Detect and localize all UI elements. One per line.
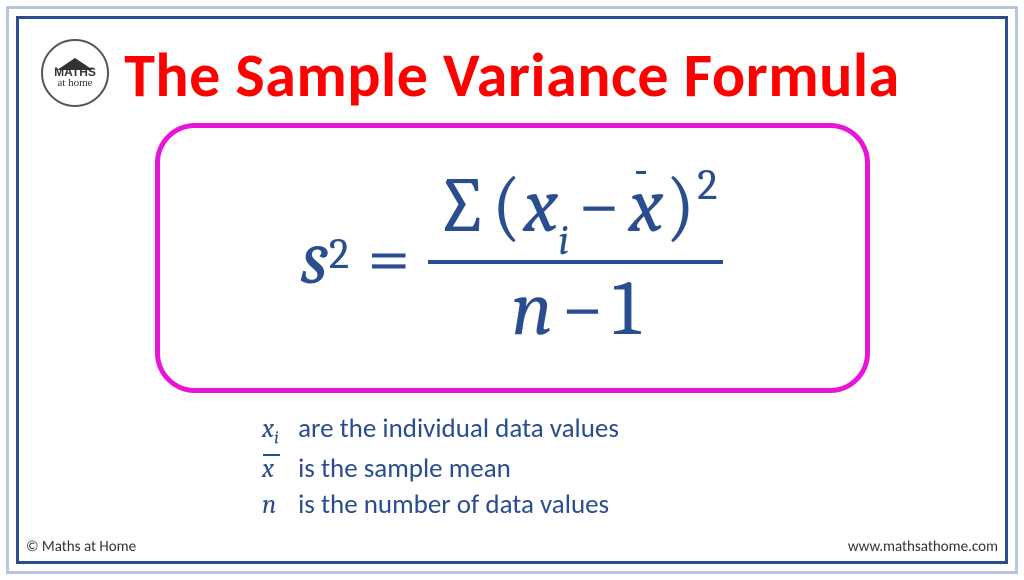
copyright-text: © Maths at Home xyxy=(26,538,136,556)
numerator: ∑(xi−x)2 xyxy=(428,161,723,264)
den-minus: − xyxy=(561,264,604,354)
legend-line-3: n is the number of data values xyxy=(262,487,762,523)
lhs-superscript: 2 xyxy=(329,229,349,279)
brand-logo: MATHS at home xyxy=(41,39,109,107)
xi-base: x xyxy=(523,161,558,251)
legend-sym-n: n xyxy=(262,487,292,523)
xi-subscript: i xyxy=(558,215,569,265)
website-url: www.mathsathome.com xyxy=(848,538,998,556)
legend-sym-xi: xi xyxy=(262,411,292,451)
legend: xi are the individual data values x is t… xyxy=(262,411,762,524)
logo-sub-text: at home xyxy=(57,78,92,89)
den-n: n xyxy=(511,264,553,354)
legend-text-3: is the number of data values xyxy=(292,488,609,521)
open-paren: ( xyxy=(492,161,522,251)
legend-line-1: xi are the individual data values xyxy=(262,411,762,451)
fraction: ∑(xi−x)2 n−1 xyxy=(428,161,723,356)
den-one: 1 xyxy=(612,264,640,354)
formula-container: s2 = ∑(xi−x)2 n−1 xyxy=(155,123,870,393)
legend-text-1: are the individual data values xyxy=(292,412,619,445)
close-paren: ) xyxy=(665,161,695,251)
x-bar: x xyxy=(629,162,664,252)
logo-main-text: MATHS xyxy=(54,66,96,78)
legend-sym-xbar: x xyxy=(262,451,292,487)
legend-line-2: x is the sample mean xyxy=(262,451,762,487)
legend-text-2: is the sample mean xyxy=(292,452,511,485)
variance-formula: s2 = ∑(xi−x)2 n−1 xyxy=(301,161,724,356)
lhs-base: s xyxy=(301,213,329,303)
equals-sign: = xyxy=(367,213,410,303)
inner-frame: MATHS at home The Sample Variance Formul… xyxy=(16,16,1008,564)
minus-sign: − xyxy=(577,161,620,251)
page-title: The Sample Variance Formula xyxy=(19,19,1005,113)
sigma-icon: ∑ xyxy=(434,161,489,251)
denominator: n−1 xyxy=(505,264,646,356)
power-two: 2 xyxy=(697,160,717,210)
